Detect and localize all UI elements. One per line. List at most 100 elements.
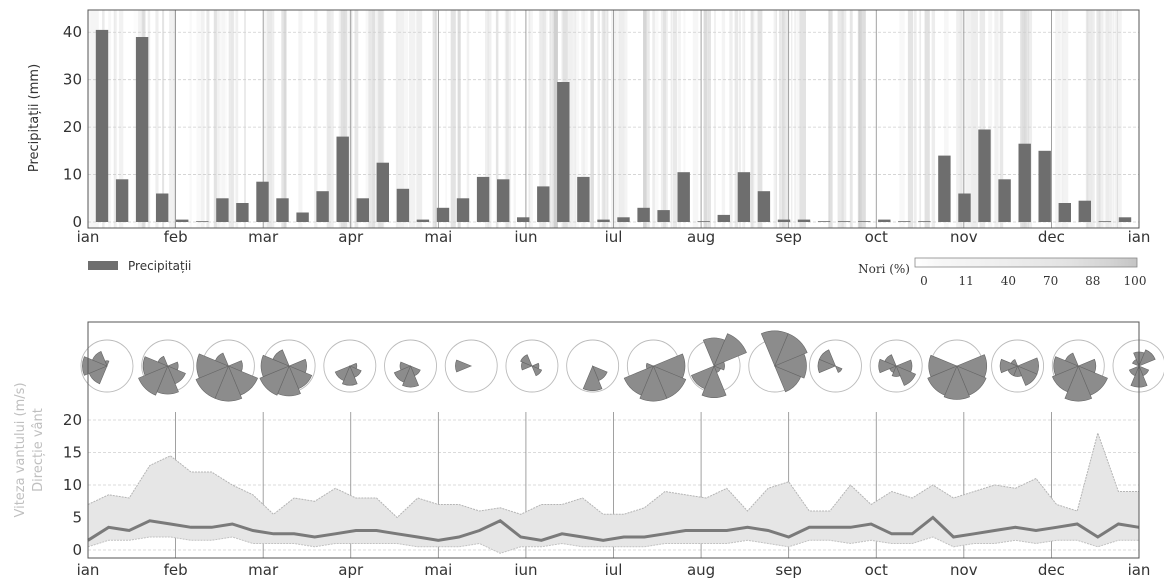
cloud-band — [326, 10, 331, 228]
cloud-band — [574, 10, 577, 228]
precipitation-bar — [336, 136, 349, 222]
cloud-band — [775, 10, 777, 228]
wind-rose-sector — [260, 354, 290, 378]
wind-rose-sector — [1138, 349, 1156, 367]
precipitation-bar — [497, 179, 510, 222]
cloud-band — [1059, 10, 1064, 228]
precipitation-bar — [1098, 221, 1112, 222]
cloud-band — [841, 10, 847, 228]
cloud-band — [569, 10, 577, 228]
wind-rose — [323, 339, 377, 393]
precipitation-x-tick: feb — [164, 228, 188, 246]
cloud-band — [1110, 10, 1112, 228]
wind-x-tick: mai — [424, 561, 452, 579]
precipitation-bar — [858, 221, 871, 222]
precipitation-bar — [898, 221, 911, 222]
precipitation-bar — [236, 203, 249, 222]
wind-rose-ring — [505, 339, 559, 393]
cloud-band — [734, 10, 739, 228]
wind-rose — [991, 339, 1045, 393]
cloud-band — [944, 10, 949, 228]
precipitation-y-tick: 30 — [63, 71, 82, 89]
cloud-legend-tick: 100 — [1124, 274, 1147, 288]
wind-rose-ring — [809, 339, 862, 393]
wind-rose-sector — [1128, 365, 1140, 377]
cloud-band — [583, 10, 588, 228]
wind-x-tick: dec — [1038, 561, 1065, 579]
precipitation-x-tick: mai — [424, 228, 452, 246]
wind-rose-sector — [1053, 356, 1080, 376]
cloud-band — [1103, 10, 1109, 228]
cloud-band — [714, 10, 716, 228]
cloud-band — [200, 10, 205, 228]
wind-rose-sector — [1064, 365, 1093, 402]
cloud-band — [567, 10, 574, 228]
cloud-band — [615, 10, 620, 228]
precipitation-x-tick: iul — [605, 228, 623, 246]
wind-rose-sector — [818, 349, 837, 367]
wind-rose-sector — [402, 365, 419, 388]
wind-rose — [384, 339, 437, 393]
cloud-band — [707, 10, 711, 228]
cloud-band — [590, 10, 594, 228]
wind-y-tick: 20 — [63, 411, 82, 429]
precipitation-bar — [396, 188, 410, 222]
precipitation-y-tick: 40 — [63, 23, 82, 41]
cloud-band — [918, 10, 921, 228]
wind-rose-sector — [928, 354, 958, 378]
precipitation-x-tick: aug — [687, 228, 715, 246]
cloud-band — [281, 10, 287, 228]
cloud-band — [206, 10, 210, 228]
cloud-band — [409, 10, 416, 228]
cloud-band — [913, 10, 917, 228]
cloud-band — [162, 10, 165, 228]
cloud-legend-tick: 40 — [1001, 274, 1016, 288]
precipitation-bar — [256, 181, 269, 222]
cloud-band — [794, 10, 797, 228]
cloud-band — [907, 10, 914, 228]
wind-rose-sector — [701, 365, 727, 398]
cloud-band — [618, 10, 625, 228]
cloud-band — [495, 10, 499, 228]
cloud-legend-tick: 70 — [1043, 274, 1058, 288]
precipitation-bar — [176, 219, 189, 222]
precipitation-bar — [1118, 217, 1132, 222]
wind-x-tick: mar — [248, 561, 279, 579]
cloud-band — [485, 10, 492, 228]
wind-rose-sector — [138, 365, 169, 396]
wind-rose-sector — [927, 365, 958, 396]
wind-rose-sector — [773, 353, 807, 379]
cloud-band — [432, 10, 437, 228]
cloud-band — [1096, 10, 1101, 228]
cloud-band — [395, 10, 398, 228]
cloud-band — [397, 10, 405, 228]
cloud-band — [743, 10, 746, 228]
cloud-band — [314, 10, 318, 228]
precipitation-bar — [296, 212, 309, 222]
cloud-band — [528, 10, 533, 228]
wind-rose — [809, 339, 862, 393]
cloud-band — [538, 10, 544, 228]
wind-rose-ring — [566, 339, 620, 393]
cloud-band — [576, 10, 580, 228]
precipitation-bar — [557, 82, 570, 222]
precipitation-bar — [1018, 143, 1031, 222]
cloud-band — [960, 10, 963, 228]
cloud-band — [796, 10, 800, 228]
cloud-band — [607, 10, 609, 228]
wind-rose-ring — [444, 339, 498, 393]
wind-y-tick: 15 — [63, 444, 82, 462]
wind-rose-sector — [623, 365, 654, 396]
cloud-band — [742, 10, 745, 228]
wind-rose — [927, 339, 987, 400]
cloud-band — [466, 10, 470, 228]
cloud-band — [372, 10, 378, 228]
cloud-band — [601, 10, 606, 228]
cloud-band — [377, 10, 385, 228]
cloud-band — [1024, 10, 1030, 228]
wind-rose-sector — [393, 365, 412, 383]
cloud-band — [780, 10, 783, 228]
cloud-band — [924, 10, 930, 228]
cloud-band — [1085, 10, 1089, 228]
wind-rose — [259, 339, 316, 397]
